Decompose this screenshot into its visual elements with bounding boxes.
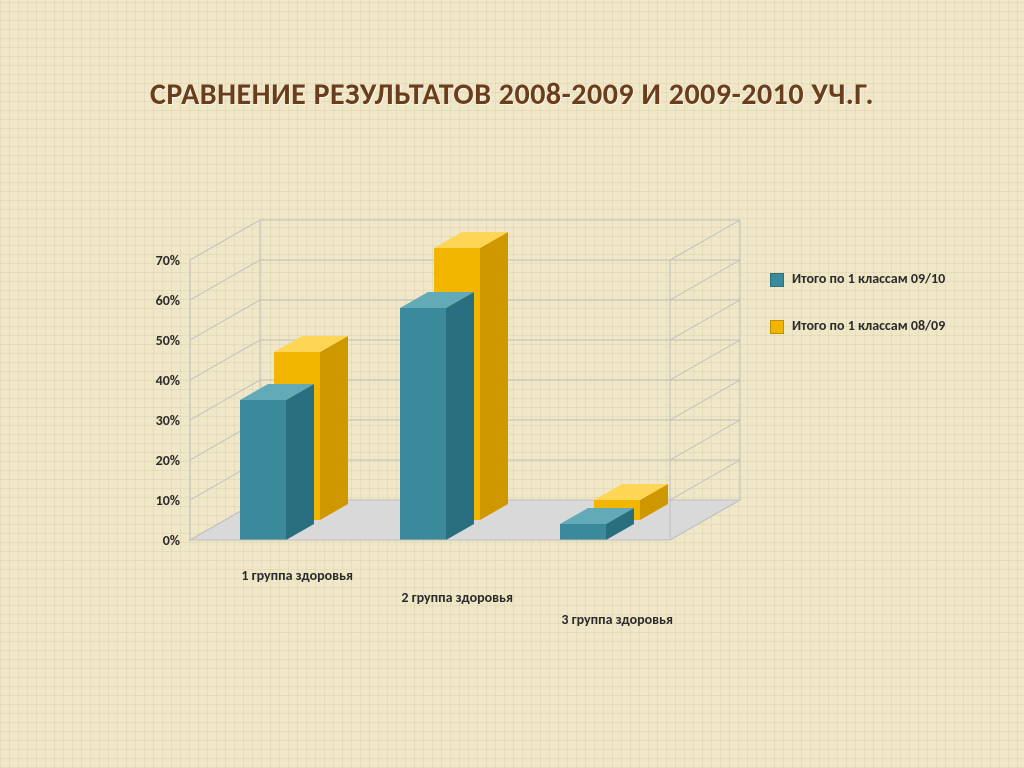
chart-legend: Итого по 1 классам 09/10 Итого по 1 класс…	[770, 270, 950, 364]
grid-side-right	[670, 380, 740, 420]
bar-s1-c1-side	[480, 232, 508, 520]
bar-s1-c0-side	[320, 336, 348, 520]
bar-s0-c0-side	[286, 384, 314, 540]
category-label: 3 группа здоровья	[561, 611, 673, 628]
grid-side-right	[670, 300, 740, 340]
y-tick-label: 30%	[156, 412, 180, 429]
legend-swatch	[770, 320, 784, 334]
category-label: 2 группа здоровья	[401, 589, 513, 606]
bar-s0-c1-side	[446, 292, 474, 540]
bar-s0-c0-front	[240, 400, 286, 540]
y-tick-label: 60%	[156, 292, 180, 309]
y-tick-label: 70%	[156, 252, 180, 269]
y-tick-label: 10%	[156, 492, 180, 509]
grid-side-right	[670, 460, 740, 500]
legend-swatch	[770, 273, 784, 287]
grid-side-right	[670, 340, 740, 380]
bar-chart-3d: 0% 10% 20% 30% 40% 50% 60% 70% 1 группа здоровья…	[70, 160, 950, 680]
legend-item: Итого по 1 классам 09/10	[770, 270, 950, 287]
grid-side-right	[670, 220, 740, 260]
grid-side	[190, 340, 260, 380]
grid-side-right	[670, 260, 740, 300]
legend-item: Итого по 1 классам 08/09	[770, 317, 950, 334]
chart-container: 0% 10% 20% 30% 40% 50% 60% 70% 1 группа здоровья…	[70, 160, 950, 680]
page-title: СРАВНЕНИЕ РЕЗУЛЬТАТОВ 2008-2009 И 2009-2…	[0, 76, 1024, 113]
grid-side-right	[670, 420, 740, 460]
grid-side	[190, 300, 260, 340]
legend-label: Итого по 1 классам 09/10	[792, 270, 945, 287]
grid-side	[190, 260, 260, 300]
bar-s0-c1-front	[400, 308, 446, 540]
category-label: 1 группа здоровья	[241, 567, 353, 584]
legend-label: Итого по 1 классам 08/09	[792, 317, 945, 334]
y-tick-label: 50%	[156, 332, 180, 349]
y-tick-label: 40%	[156, 372, 180, 389]
bar-s0-c2-front	[560, 524, 606, 540]
y-tick-label: 0%	[163, 532, 180, 549]
y-tick-label: 20%	[156, 452, 180, 469]
grid-side	[190, 220, 260, 260]
